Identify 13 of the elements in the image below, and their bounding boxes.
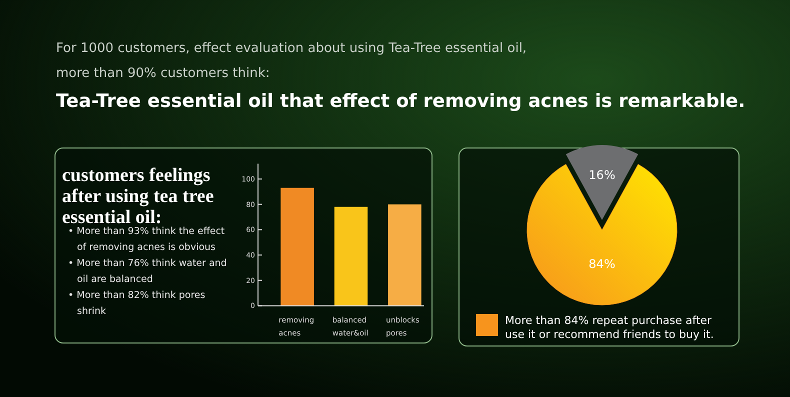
bar bbox=[334, 206, 368, 306]
text: • More than 93% think the effect of removing acnes is obvious bbox=[68, 226, 225, 253]
bar bbox=[280, 188, 314, 306]
text: • More than 76% think water and oil are balanced bbox=[68, 258, 227, 285]
text: customers feelings after using tea tree essential oil: bbox=[62, 165, 214, 228]
text: For 1000 customers, effect evaluation about using Tea-Tree essential oil, bbox=[56, 41, 527, 56]
bar bbox=[388, 204, 422, 306]
data-label: 84% bbox=[588, 256, 616, 271]
text: Tea-Tree essential oil that effect of removing acnes is remarkable. bbox=[56, 91, 746, 112]
text: • More than 82% think pores shrink bbox=[68, 290, 206, 317]
text: more than 90% customers think: bbox=[56, 66, 270, 81]
data-label: 16% bbox=[588, 168, 616, 182]
legend-label: More than 84% repeat purchase after use it or recommend friends to buy it. bbox=[505, 314, 714, 341]
